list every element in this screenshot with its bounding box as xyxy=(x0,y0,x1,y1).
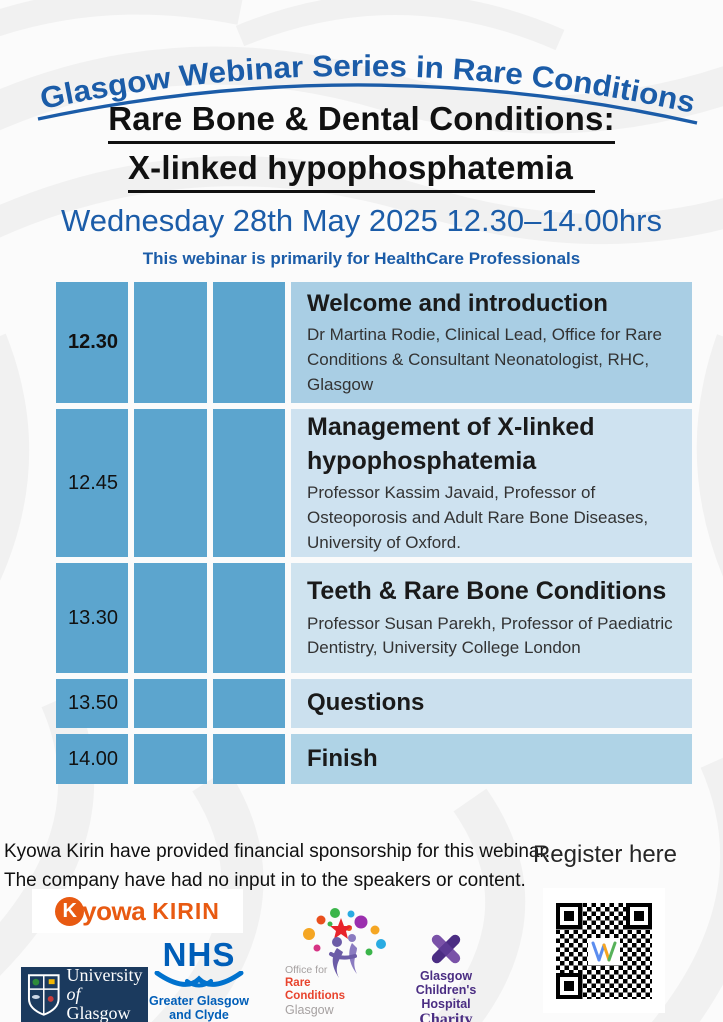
nhs-region-line2: and Clyde xyxy=(169,1008,229,1022)
schedule-item-title: Welcome and introduction xyxy=(307,289,608,317)
register-here-label: Register here xyxy=(532,841,678,868)
kyowa-kirin-logo-text: yowa xyxy=(82,895,146,926)
schedule-spacer-cell xyxy=(134,563,207,673)
nhs-wordmark: NHS xyxy=(162,936,236,973)
schedule-item-title: Teeth & Rare Bone Conditions xyxy=(307,576,667,605)
schedule-spacer-cell xyxy=(134,679,207,728)
event-datetime: Wednesday 28th May 2025 12.30–14.00hrs xyxy=(61,203,662,238)
schedule-item: Management of X-linked hypophosphatemia … xyxy=(291,409,692,557)
sponsorship-line2: The company have had no input in to the … xyxy=(4,869,526,891)
series-title-underline xyxy=(37,83,698,125)
schedule-item: Teeth & Rare Bone Conditions Professor S… xyxy=(291,563,692,673)
registration-qr-code xyxy=(543,888,665,1013)
schedule-spacer-cell xyxy=(213,563,285,673)
crossed-plasters-icon xyxy=(431,934,461,964)
schedule-spacer-cell xyxy=(134,282,207,403)
sponsorship-note: Kyowa Kirin have provided financial spon… xyxy=(4,838,550,895)
charity-line2: Children's xyxy=(415,983,477,997)
orc-line3: Conditions xyxy=(285,989,346,1002)
uofg-crest-icon xyxy=(27,973,60,1016)
schedule-item-title: Questions xyxy=(307,689,425,717)
series-title-arc: Glasgow Webinar Series in Rare Condition… xyxy=(37,50,698,125)
schedule-item-speaker: Professor Kassim Javaid, Professor of Os… xyxy=(307,483,649,552)
schedule-spacer-cell xyxy=(213,409,285,557)
glasgow-childrens-hospital-charity-logo: Glasgow Children's Hospital Charity Cont… xyxy=(403,934,489,1022)
schedule-time: 12.30 xyxy=(56,282,128,403)
schedule-item: Welcome and introduction Dr Martina Rodi… xyxy=(291,282,692,403)
uofg-wordmark-of: of xyxy=(66,984,81,1005)
schedule-spacer-cell xyxy=(213,734,285,784)
schedule-time: 13.50 xyxy=(56,679,128,728)
schedule-spacer-cell xyxy=(213,679,285,728)
kyowa-kirin-logo: K yowa KIRIN xyxy=(32,889,243,933)
schedule-time: 13.30 xyxy=(56,563,128,673)
nhs-waves-icon xyxy=(154,970,244,988)
charity-line4: Charity xyxy=(419,1011,473,1022)
nhs-region-line1: Greater Glasgow xyxy=(148,994,250,1008)
schedule-spacer-cell xyxy=(134,734,207,784)
schedule-item-title: Management of X-linked hypophosphatemia xyxy=(307,412,595,475)
schedule-table: 12.30 Welcome and introduction Dr Martin… xyxy=(56,282,692,784)
kyowa-kirin-k-mark-icon: K xyxy=(55,896,85,926)
schedule-item-speaker: Professor Susan Parekh, Professor of Pae… xyxy=(307,613,673,658)
orc-line4: Glasgow xyxy=(285,1002,334,1017)
schedule-item: Finish xyxy=(291,734,692,784)
schedule-spacer-cell xyxy=(213,282,285,403)
office-for-rare-conditions-logo: Office for Rare Conditions Glasgow xyxy=(283,908,403,1018)
nhs-ggc-logo: NHS Greater Glasgow and Clyde xyxy=(148,938,250,1022)
main-title-line1: Rare Bone & Dental Conditions: xyxy=(0,100,723,144)
university-of-glasgow-logo: University of Glasgow xyxy=(21,965,148,1022)
schedule-item: Questions xyxy=(291,679,692,728)
schedule-time: 12.45 xyxy=(56,409,128,557)
main-title-line2: X-linked hypophosphatemia xyxy=(0,149,723,193)
uofg-wordmark-line2: Glasgow xyxy=(66,1002,131,1022)
qr-code-icon xyxy=(551,897,657,1004)
schedule-item-title: Finish xyxy=(307,744,378,772)
orc-line1: Office for xyxy=(285,964,328,976)
orc-line2: Rare xyxy=(285,976,311,989)
audience-note: This webinar is primarily for HealthCare… xyxy=(142,249,581,268)
schedule-item-speaker: Dr Martina Rodie, Clinical Lead, Office … xyxy=(307,325,662,394)
qr-center-w-logo xyxy=(588,937,620,965)
uofg-wordmark-line1: University xyxy=(66,965,143,986)
orc-figure-and-dots-icon xyxy=(303,908,386,978)
schedule-spacer-cell xyxy=(134,409,207,557)
kyowa-kirin-logo-text: KIRIN xyxy=(152,897,220,924)
sponsorship-line1: Kyowa Kirin have provided financial spon… xyxy=(4,841,551,862)
charity-line1: Glasgow xyxy=(419,969,473,983)
schedule-time: 14.00 xyxy=(56,734,128,784)
charity-line3: Hospital xyxy=(421,997,471,1011)
